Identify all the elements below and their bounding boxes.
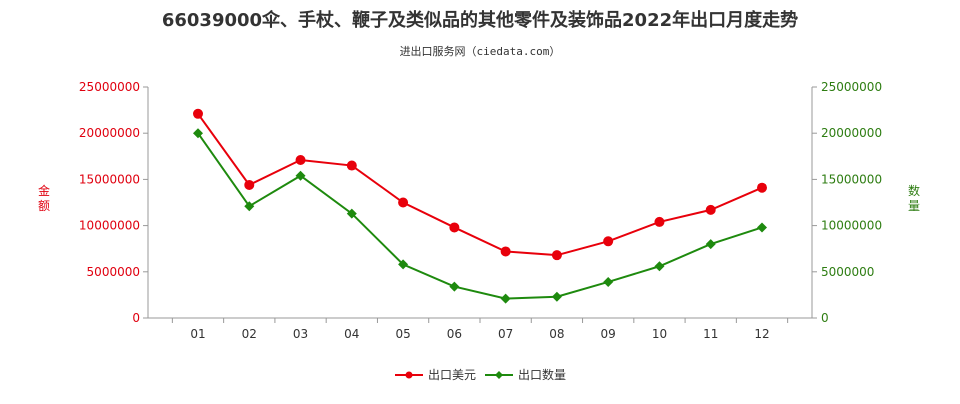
data-point <box>449 281 460 292</box>
y-left-tick-label: 25000000 <box>79 80 140 94</box>
y-right-tick-label: 10000000 <box>821 219 882 233</box>
data-point <box>551 291 562 302</box>
data-point <box>500 293 511 304</box>
legend-marker <box>495 371 503 379</box>
data-point <box>705 204 716 215</box>
x-tick-label: 05 <box>395 327 410 341</box>
legend-label: 出口数量 <box>518 367 566 382</box>
data-point <box>295 154 306 165</box>
data-point <box>295 170 306 181</box>
series-line-2 <box>197 132 763 300</box>
data-point <box>757 182 767 193</box>
y-right-tick-label: 15000000 <box>821 172 882 186</box>
data-point <box>193 108 203 119</box>
data-point <box>654 216 665 227</box>
series-layer <box>193 108 767 304</box>
data-point <box>244 179 255 190</box>
data-point <box>244 201 255 212</box>
x-tick-label: 09 <box>601 327 616 341</box>
x-tick-label: 02 <box>242 327 257 341</box>
data-point <box>551 250 562 261</box>
y-left-tick-label: 0 <box>132 311 140 325</box>
x-tick-label: 06 <box>447 327 462 341</box>
y-left-tick-label: 5000000 <box>87 265 140 279</box>
x-tick-label: 01 <box>190 327 205 341</box>
x-tick-label: 07 <box>498 327 513 341</box>
x-tick-label: 10 <box>652 327 667 341</box>
legend-label: 出口美元 <box>428 368 476 382</box>
x-tick-label: 08 <box>549 327 564 341</box>
series-line-1 <box>197 113 763 257</box>
y-left-tick-label: 10000000 <box>79 219 140 233</box>
y-left-tick-label: 20000000 <box>79 126 140 140</box>
y-right-tick-label: 5000000 <box>821 265 874 279</box>
data-point <box>757 222 767 233</box>
y-right-axis-title: 数量 <box>908 183 920 213</box>
data-point <box>398 259 409 270</box>
data-point <box>346 160 357 171</box>
y-right-tick-label: 20000000 <box>821 126 882 140</box>
data-point <box>603 276 614 287</box>
data-point <box>346 208 357 219</box>
data-point <box>449 222 460 233</box>
y-left-tick-label: 15000000 <box>79 172 140 186</box>
legend: 出口美元 出口数量 <box>395 367 566 382</box>
data-point <box>603 236 614 247</box>
x-tick-label: 12 <box>754 327 769 341</box>
chart-title: 66039000伞、手杖、鞭子及类似品的其他零件及装饰品2022年出口月度走势 <box>162 9 798 31</box>
x-tick-label: 03 <box>293 327 308 341</box>
data-point <box>654 261 665 272</box>
legend-marker <box>405 371 413 379</box>
x-tick-label: 11 <box>703 327 718 341</box>
x-tick-label: 04 <box>344 327 359 341</box>
axes-layer: 0 5000000 10000000 15000000 20000000 25000000… <box>38 80 920 341</box>
data-point <box>398 197 409 208</box>
y-right-tick-label: 0 <box>821 311 829 325</box>
data-point <box>500 246 511 257</box>
y-right-tick-label: 25000000 <box>821 80 882 94</box>
chart-subtitle: 进出口服务网（ciedata.com） <box>400 44 561 58</box>
data-point <box>193 128 203 139</box>
y-left-axis-title: 金额 <box>38 183 50 213</box>
data-point <box>705 239 716 250</box>
